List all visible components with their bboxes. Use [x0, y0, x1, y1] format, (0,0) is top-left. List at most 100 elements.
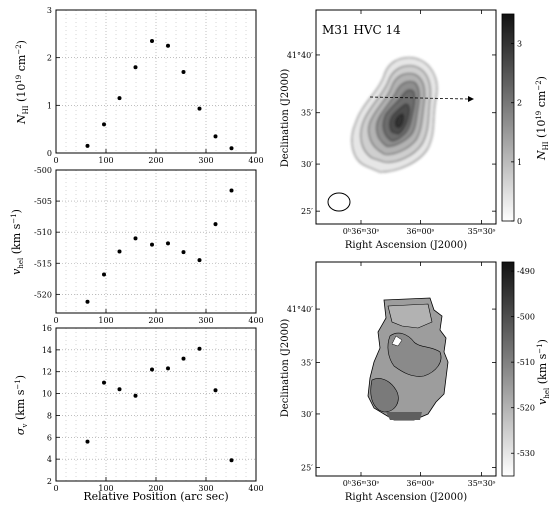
dec-tick-label: 30′: [301, 410, 313, 419]
velocity-points: [85, 188, 234, 304]
column-density-map-x-axis-label: Right Ascension (J2000): [345, 240, 467, 251]
ra-tick-label: 35ᵐ30ˢ: [468, 479, 496, 488]
dec-tick-label: 25′: [301, 463, 313, 472]
column-density-map-y-axis-label: Declination (J2000): [280, 69, 291, 168]
data-point: [197, 258, 202, 263]
data-point: [229, 146, 234, 151]
colorbar-tick-label: -510: [517, 358, 535, 367]
data-point: [166, 43, 170, 48]
x-tick-label: 200: [148, 484, 163, 493]
y-tick-label: 2: [47, 477, 52, 486]
velocity-colorbar: [501, 261, 515, 477]
column-density-map-ra-labels: 0ʰ36ᵐ30ˢ 36ᵐ00ˢ 35ᵐ30ˢ: [343, 227, 496, 236]
data-point: [229, 458, 234, 463]
data-point: [213, 134, 218, 139]
data-point: [181, 69, 186, 74]
velocity-panel: 0 100 200 300 400 -500 -505 -510 -515 -520 vhel …: [10, 166, 264, 325]
data-point: [181, 250, 186, 255]
x-tick-label: 200: [148, 316, 163, 325]
data-point: [133, 65, 138, 70]
y-tick-label: 14: [42, 346, 52, 355]
x-tick-label: 100: [98, 316, 113, 325]
y-tick-label: 8: [47, 411, 52, 420]
colorbar-tick-label: -530: [517, 449, 535, 458]
colorbar-tick-label: -520: [517, 404, 535, 413]
data-point: [85, 143, 90, 148]
dec-tick-label: 30′: [301, 160, 313, 169]
colorbar-tick-label: 3: [517, 40, 522, 49]
velocity-map-y-axis-label: Declination (J2000): [280, 319, 291, 418]
colorbar-tick-label: 2: [517, 99, 522, 108]
dec-tick-label: 35′: [301, 109, 313, 118]
y-tick-label: -505: [34, 197, 52, 206]
column-density-ticks: [55, 9, 257, 154]
dispersion-y-axis-label: σv (km s−1): [14, 375, 29, 435]
data-point: [102, 272, 106, 277]
slice-arrow: [369, 96, 474, 102]
y-tick-label: 1: [47, 101, 52, 110]
dec-tick-label: 41°40′: [287, 51, 313, 60]
column-density-colorbar-ticks: 0 1 2 3: [511, 40, 522, 226]
y-tick-label: -515: [34, 259, 52, 268]
data-point: [150, 38, 154, 43]
column-density-map: M31 HVC 14 41°40′ 35′ 30′ 25′ 0ʰ36ᵐ30ˢ 36ᵐ00…: [280, 9, 550, 251]
data-point: [150, 367, 154, 372]
data-point: [197, 346, 202, 351]
velocity-y-axis-label: vhel (km s−1): [10, 209, 25, 275]
data-point: [102, 380, 106, 385]
colorbar-tick-label: -500: [517, 313, 535, 322]
x-tick-label: 0: [53, 316, 58, 325]
ra-tick-label: 0ʰ36ᵐ30ˢ: [343, 227, 380, 236]
x-tick-label: 0: [53, 156, 58, 165]
y-tick-label: 4: [47, 455, 52, 464]
column-density-x-tick-labels: 0 100 200 300 400: [53, 156, 263, 165]
velocity-map-x-axis-label: Right Ascension (J2000): [345, 492, 467, 503]
data-point: [117, 96, 122, 101]
y-tick-label: 16: [42, 324, 52, 333]
data-point: [133, 393, 138, 398]
data-point: [166, 366, 170, 371]
data-point: [213, 222, 218, 227]
colorbar-tick-label: 1: [517, 158, 522, 167]
data-point: [166, 241, 170, 246]
column-density-panel: 0 100 200 300 400 0 1 2 3 NHI (1019 cm−2): [15, 6, 264, 165]
y-tick-label: 12: [42, 368, 52, 377]
data-point: [181, 356, 186, 361]
data-point: [229, 188, 234, 193]
colorbar-tick-label: -490: [517, 267, 535, 276]
x-tick-label: 200: [148, 156, 163, 165]
x-tick-label: 300: [198, 156, 213, 165]
velocity-colorbar-label: vhel (km s−1): [536, 339, 551, 405]
dispersion-grid: [56, 328, 256, 481]
dispersion-points: [85, 346, 234, 463]
y-tick-label: -520: [34, 290, 52, 299]
velocity-map-ra-labels: 0ʰ36ᵐ30ˢ 36ᵐ00ˢ 35ᵐ30ˢ: [343, 479, 496, 488]
velocity-map-ticks: [316, 262, 496, 476]
dispersion-x-tick-labels: 0 100 200 300 400: [53, 484, 263, 493]
data-point: [117, 249, 122, 254]
dec-tick-label: 35′: [301, 359, 313, 368]
cloud-emission: [351, 57, 438, 173]
velocity-colorbar-ticks: -490 -500 -510 -520 -530: [511, 267, 535, 458]
x-tick-label: 100: [98, 484, 113, 493]
y-tick-label: 6: [47, 433, 52, 442]
column-density-map-dec-labels: 41°40′ 35′ 30′ 25′: [287, 51, 313, 216]
x-tick-label: 100: [98, 156, 113, 165]
y-tick-label: -500: [34, 166, 52, 175]
velocity-y-tick-labels: -500 -505 -510 -515 -520: [34, 166, 52, 299]
data-point: [150, 242, 154, 247]
dispersion-ticks: [55, 327, 257, 482]
velocity-ticks: [55, 169, 257, 313]
column-density-grid: [56, 10, 256, 153]
x-tick-label: 400: [248, 316, 263, 325]
x-tick-label: 0: [53, 484, 58, 493]
beam-ellipse: [327, 192, 351, 212]
x-tick-label: 400: [248, 484, 263, 493]
x-tick-label: 400: [248, 156, 263, 165]
data-point: [197, 106, 202, 111]
column-density-map-ticks: [316, 10, 496, 224]
column-density-colorbar: [501, 13, 515, 222]
ra-tick-label: 36ᵐ00ˢ: [406, 479, 434, 488]
dispersion-x-axis-label: Relative Position (arc sec): [83, 490, 228, 503]
y-tick-label: 10: [42, 390, 52, 399]
